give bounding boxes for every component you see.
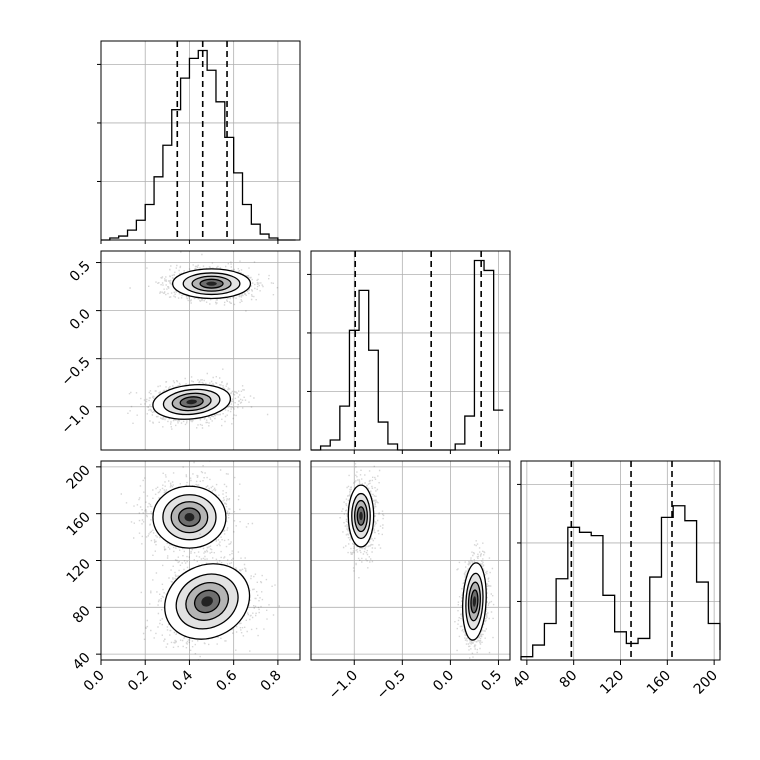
contour-1_0-0-2 xyxy=(191,275,232,292)
ytick-label-1-1: −0.5 xyxy=(58,354,93,389)
histogram-1 xyxy=(311,259,504,451)
scatter-content-1_0 xyxy=(127,251,279,430)
ytick-label-1-3: 0.5 xyxy=(67,258,94,285)
histogram-0 xyxy=(101,49,296,241)
histogram-2 xyxy=(520,505,721,660)
density-fill-1_0-0-4 xyxy=(206,281,217,286)
scatter-content-2_1 xyxy=(339,463,495,659)
ytick-label-1-2: 0.0 xyxy=(67,306,94,333)
contour-1_0-1-3 xyxy=(179,396,204,408)
scatter-panel-2_0 xyxy=(100,460,301,661)
ytick-label-2-0: 40 xyxy=(70,650,94,674)
xtick-label-0-2: 0.4 xyxy=(169,667,196,694)
contour-2_1-1-2 xyxy=(467,581,481,622)
contour-1_0-1-0 xyxy=(152,384,232,420)
hist-frame-1 xyxy=(310,250,511,451)
ytick-label-2-3: 160 xyxy=(64,509,94,539)
contour-2_1-0-0 xyxy=(347,484,375,548)
xtick-label-1-3: 0.5 xyxy=(478,668,505,695)
contour-2_0-0-2 xyxy=(170,501,209,534)
contour-2_1-0-3 xyxy=(356,506,366,526)
contour-2_0-0-3 xyxy=(178,507,201,527)
xtick-label-0-3: 0.6 xyxy=(213,667,240,694)
xtick-label-0-1: 0.2 xyxy=(125,668,152,695)
density-fill-2_0-1-4 xyxy=(201,596,213,607)
contour-2_1-0-2 xyxy=(353,499,368,533)
contour-2_0-1-3 xyxy=(193,589,221,614)
contour-2_1-0-1 xyxy=(351,492,371,540)
contour-2_0-1-1 xyxy=(175,573,239,630)
xtick-label-1-2: 0.0 xyxy=(430,668,457,695)
contour-1_0-0-1 xyxy=(182,272,241,296)
xtick-label-1-0: −1.0 xyxy=(326,668,361,703)
density-fill-2_1-0-4 xyxy=(359,511,363,521)
contour-2_0-1-0 xyxy=(164,563,251,640)
scatter-frame-2_1 xyxy=(310,460,511,661)
xtick-label-0-0: 0.0 xyxy=(81,668,108,695)
xtick-label-0-4: 0.8 xyxy=(258,668,285,695)
hist-frame-0 xyxy=(100,40,301,241)
ytick-label-2-4: 200 xyxy=(64,462,94,492)
contour-2_1-1-0 xyxy=(462,562,487,641)
contour-2_1-1-1 xyxy=(465,572,484,631)
xtick-label-2-3: 160 xyxy=(644,668,674,698)
contour-2_0-0-0 xyxy=(152,485,227,549)
contour-1_0-0-3 xyxy=(199,278,224,289)
contour-1_0-0-0 xyxy=(171,268,252,300)
contour-1_0-1-2 xyxy=(171,392,212,412)
density-fill-1_0-1-4 xyxy=(186,399,197,405)
contour-2_0-1-2 xyxy=(185,582,229,621)
ytick-label-1-0: −1.0 xyxy=(58,402,93,437)
contour-2_1-1-3 xyxy=(470,589,479,614)
xtick-label-2-2: 120 xyxy=(597,668,627,698)
xtick-label-2-4: 200 xyxy=(691,668,721,698)
ytick-label-2-2: 120 xyxy=(64,556,94,586)
contour-2_0-0-1 xyxy=(162,494,217,541)
scatter-panel-1_0 xyxy=(100,250,301,451)
scatter-content-2_0 xyxy=(120,461,280,660)
scatter-frame-1_0 xyxy=(100,250,301,451)
scatter-points-1_0-0 xyxy=(129,251,279,312)
xtick-label-2-0: 40 xyxy=(510,668,534,692)
hist-panel-2 xyxy=(517,460,721,661)
hist-panel-1 xyxy=(307,250,511,451)
contour-1_0-1-1 xyxy=(162,388,221,416)
density-fill-2_1-1-4 xyxy=(472,596,477,607)
ytick-label-2-1: 80 xyxy=(70,603,94,627)
hist-panel-0 xyxy=(97,40,301,241)
density-fill-2_0-0-4 xyxy=(184,512,195,522)
xtick-label-1-1: −0.5 xyxy=(374,668,409,703)
scatter-panel-2_1 xyxy=(310,460,511,661)
xtick-label-2-1: 80 xyxy=(557,668,581,692)
